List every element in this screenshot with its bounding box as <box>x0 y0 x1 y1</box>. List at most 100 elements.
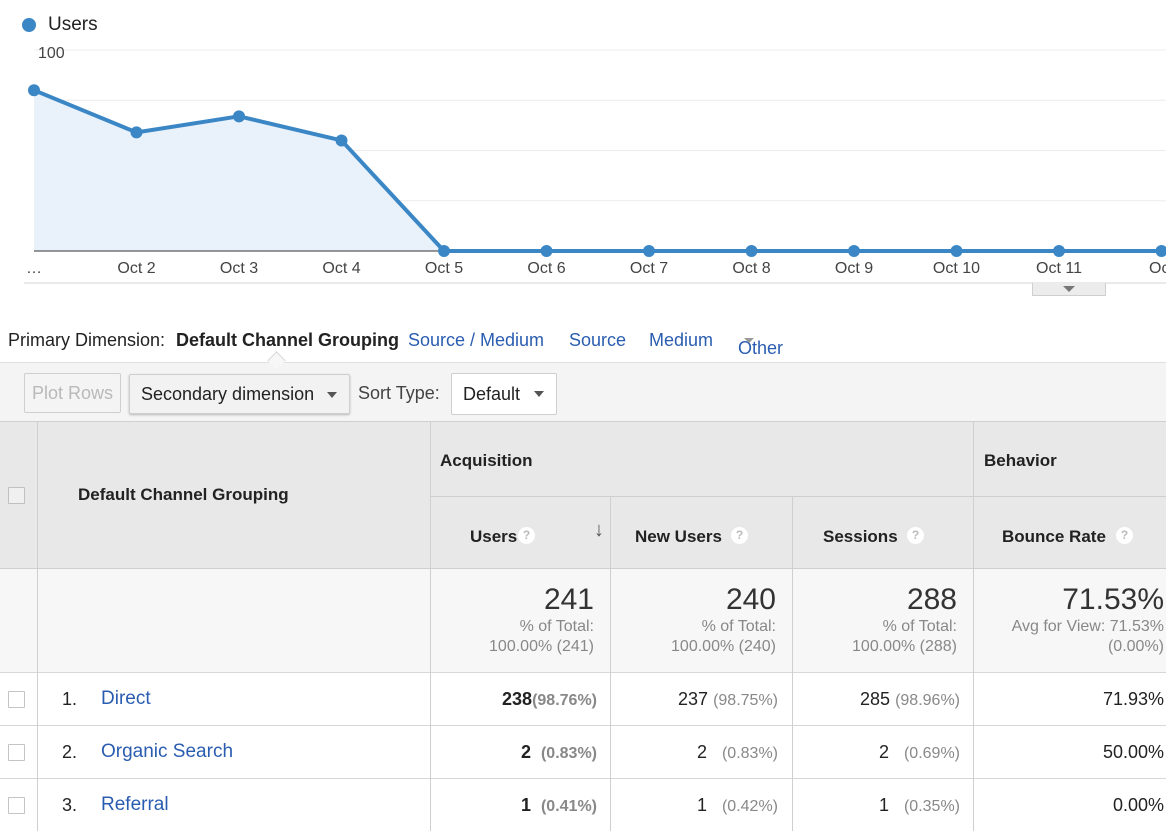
caret-down-icon <box>744 338 754 343</box>
row-checkbox[interactable] <box>8 797 25 814</box>
chevron-down-icon <box>1063 286 1075 292</box>
sessions-total-caption: % of Total: <box>852 617 957 637</box>
dimension-link-source[interactable]: Source <box>569 330 626 351</box>
table-row: 2. Organic Search 2 (0.83%) 2 (0.83%) 2 … <box>0 726 1166 778</box>
x-tick-label: Oct 11 <box>1036 260 1082 277</box>
x-tick-label: Oct 7 <box>630 260 668 277</box>
help-icon[interactable]: ? <box>518 527 535 544</box>
bounce-rate-header-label: Bounce Rate <box>1002 527 1106 547</box>
row-checkbox[interactable] <box>8 691 25 708</box>
secondary-dimension-dropdown[interactable]: Secondary dimension <box>129 374 350 414</box>
new-users-value: 1 (0.42%) <box>697 795 778 816</box>
data-point <box>541 245 553 257</box>
y-tick-label: 100 <box>38 45 65 62</box>
table-toolbar: Plot Rows Secondary dimension Sort Type:… <box>0 363 1166 421</box>
bounce-rate-total: 71.53% <box>1062 583 1164 617</box>
new-users-count: 237 <box>678 689 708 709</box>
new-users-percent: (0.83%) <box>722 745 778 762</box>
sessions-count: 1 <box>879 795 889 815</box>
users-value: 238(98.76%) <box>502 689 597 710</box>
data-point <box>643 245 655 257</box>
caret-down-icon <box>534 391 544 397</box>
new-users-column-header[interactable]: New Users ? <box>611 497 792 568</box>
primary-dimension-bar: Primary Dimension: Default Channel Group… <box>0 322 1166 363</box>
users-value: 2 (0.83%) <box>521 742 597 763</box>
new-users-total-caption: % of Total: <box>671 617 776 637</box>
legend-label-users: Users <box>48 14 98 36</box>
row-index: 3. <box>62 795 77 816</box>
x-tick-label: Oct 4 <box>322 260 360 277</box>
new-users-header-label: New Users <box>635 527 722 547</box>
sessions-value: 1 (0.35%) <box>879 795 960 816</box>
x-tick-label: Oct 8 <box>732 260 770 277</box>
sessions-column-header[interactable]: Sessions ? <box>793 497 973 568</box>
secondary-dimension-label: Secondary dimension <box>141 384 314 405</box>
users-header-label: Users <box>470 527 517 547</box>
new-users-percent: (0.42%) <box>722 798 778 815</box>
help-icon[interactable]: ? <box>907 527 924 544</box>
users-percent: (0.83%) <box>541 745 597 762</box>
users-count: 2 <box>521 742 531 762</box>
chart-legend[interactable]: Users <box>22 12 98 38</box>
x-tick-label: … <box>26 260 42 277</box>
sessions-value: 285 (98.96%) <box>860 689 960 710</box>
sort-descending-icon[interactable]: ↓ <box>594 519 604 542</box>
x-tick-label: Oct 5 <box>425 260 463 277</box>
data-point <box>1053 245 1065 257</box>
sort-type-value: Default <box>463 384 520 405</box>
row-checkbox[interactable] <box>8 744 25 761</box>
chart-collapse-toggle[interactable] <box>1032 283 1106 296</box>
plot-rows-button[interactable]: Plot Rows <box>24 373 121 413</box>
data-point <box>746 245 758 257</box>
sessions-total-cell: 288 % of Total:100.00% (288) <box>793 569 973 672</box>
data-point <box>438 245 450 257</box>
users-percent: (0.41%) <box>541 798 597 815</box>
x-tick-label: Oct <box>1149 260 1166 277</box>
data-point <box>951 245 963 257</box>
sessions-header-label: Sessions <box>823 527 898 547</box>
sessions-count: 2 <box>879 742 889 762</box>
data-point <box>131 126 143 138</box>
bounce-rate-total-cell: 71.53% Avg for View: 71.53%(0.00%) <box>974 569 1166 672</box>
data-point <box>1156 245 1166 257</box>
sort-type-select[interactable]: Default <box>451 373 557 415</box>
channel-link[interactable]: Organic Search <box>101 741 233 763</box>
data-point <box>28 84 40 96</box>
new-users-total-sub: % of Total:100.00% (240) <box>671 617 776 657</box>
bounce-rate-value: 71.93% <box>1103 689 1164 710</box>
new-users-total-pct: 100.00% (240) <box>671 637 776 657</box>
new-users-value: 2 (0.83%) <box>697 742 778 763</box>
users-total-caption: % of Total: <box>489 617 594 637</box>
users-count: 1 <box>521 795 531 815</box>
data-point <box>848 245 860 257</box>
new-users-value: 237 (98.75%) <box>678 689 778 710</box>
bounce-rate-value: 0.00% <box>1113 795 1164 816</box>
help-icon[interactable]: ? <box>1116 527 1133 544</box>
users-area <box>34 90 1162 251</box>
bounce-rate-column-header[interactable]: Bounce Rate ? <box>974 497 1166 568</box>
users-percent: (98.76%) <box>532 692 597 709</box>
acquisition-group-header: Acquisition <box>440 451 533 471</box>
x-tick-label: Oct 10 <box>933 260 980 277</box>
table-row: 3. Referral 1 (0.41%) 1 (0.42%) 1 (0.35%… <box>0 779 1166 831</box>
x-tick-label: Oct 9 <box>835 260 873 277</box>
sessions-percent: (0.35%) <box>904 798 960 815</box>
channel-link[interactable]: Referral <box>101 794 169 816</box>
sessions-total: 288 <box>907 583 957 617</box>
sessions-total-sub: % of Total:100.00% (288) <box>852 617 957 657</box>
x-tick-label: Oct 2 <box>117 260 155 277</box>
channel-link[interactable]: Direct <box>101 688 151 710</box>
caret-down-icon <box>327 392 337 398</box>
dimension-link-medium[interactable]: Medium <box>649 330 713 351</box>
users-column-header[interactable]: Users ? ↓ <box>431 497 610 568</box>
help-icon[interactable]: ? <box>731 527 748 544</box>
select-all-checkbox[interactable] <box>8 487 25 504</box>
sort-type-label: Sort Type: <box>358 383 440 404</box>
x-tick-label: Oct 3 <box>220 260 258 277</box>
dimension-link-source-medium[interactable]: Source / Medium <box>408 330 544 351</box>
behavior-group-header: Behavior <box>984 451 1057 471</box>
dimension-column-header[interactable]: Default Channel Grouping <box>78 485 289 505</box>
users-value: 1 (0.41%) <box>521 795 597 816</box>
new-users-total-cell: 240 % of Total:100.00% (240) <box>611 569 792 672</box>
